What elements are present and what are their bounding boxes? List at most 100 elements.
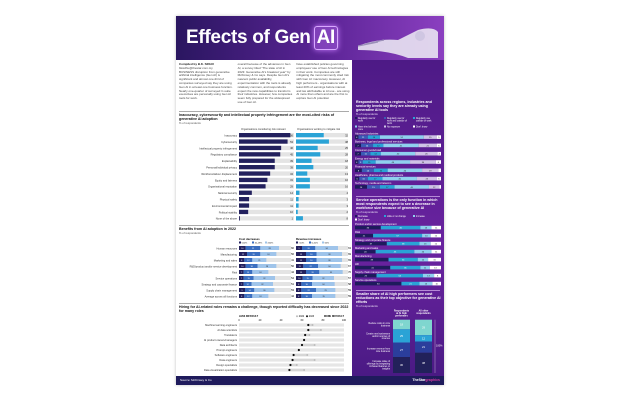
bar-segment-value: 30 [422, 162, 425, 164]
row-label: Risk [355, 230, 361, 234]
bar-segment-value: 6 [438, 162, 440, 164]
risk-value-adopters: 31 [290, 178, 293, 182]
bar-segment [367, 135, 380, 139]
cost-segment [239, 294, 245, 298]
benefits-heading: Benefits from AI adoption in 2022% of re… [179, 227, 349, 235]
risk-label: Inaccuracy [224, 134, 237, 138]
bar-segment-value: 11 [365, 154, 368, 156]
cost-segment-value: 32 [263, 278, 266, 280]
risk-value-adopters: 14 [290, 191, 293, 195]
bar-segment [358, 135, 368, 139]
bar-segment-value: 10 [362, 179, 365, 181]
intro-text: Compiled by B.K. SIDHU bksidhu@thestar.co… [179, 62, 351, 111]
risk-bar-adopters [239, 184, 266, 189]
bar-segment [437, 151, 441, 156]
bar-segment [355, 241, 387, 246]
marker-2022 [306, 354, 309, 356]
revenue-segment [296, 276, 303, 280]
risk-track [296, 216, 348, 221]
revenue-segment-value: 16 [306, 284, 309, 286]
risk-label: Cybersecurity [221, 140, 238, 144]
risk-label: Personal/individual privacy [206, 166, 237, 170]
bar-segment-value: 17 [386, 187, 389, 189]
benefit-label: Strategy and corporate finance [202, 282, 238, 286]
cost-segment [239, 270, 244, 274]
cost-total: 60 [291, 246, 294, 250]
footer-bar: Source: McKinsey & Co TheStargraphics [176, 376, 444, 385]
legend-2023-marker [306, 315, 308, 318]
intro-column-2: overall because of the advances in Gen A… [237, 62, 293, 104]
bar-segment [420, 265, 430, 270]
rev-legend-label: 6-10% [312, 242, 318, 244]
role-label: AI data scientists [217, 328, 237, 332]
risk-track [296, 158, 348, 163]
risk-label: Organisational reputation [208, 185, 238, 189]
revenue-total: 63 [348, 246, 351, 250]
risk-track [296, 165, 348, 170]
revenue-segment [303, 264, 318, 268]
risk-value-adopters: 11 [290, 197, 293, 201]
marker-2023 [300, 343, 304, 347]
bar-segment-value: 12 [377, 145, 380, 147]
cost-total: 44 [291, 294, 294, 298]
revenue-segment [296, 288, 302, 292]
role-track [239, 353, 344, 357]
bar-segment-value: 15 [368, 162, 371, 164]
cost-segment [239, 276, 244, 280]
objective-label: Increase value of offerings by integratin… [367, 360, 391, 370]
risk-bar-mitigate [296, 190, 300, 195]
bar-segment [367, 185, 380, 189]
byline-email[interactable]: bksidhu@thestar.com.my [179, 65, 213, 70]
bar-segment [383, 143, 419, 148]
other-segment [415, 341, 432, 353]
risk-value-mitigate: 20 [345, 165, 348, 169]
less-difficult-label: LESS DIFFICULT [239, 315, 259, 318]
marker-2023 [307, 323, 310, 327]
marker-2023 [291, 358, 294, 362]
hiring-chart: LESS DIFFICULT MORE DIFFICULT 2022 2023 0 20 4… [204, 315, 347, 372]
risk-label: Environmental impact [212, 204, 237, 208]
bar-segment-value: 13 [424, 244, 427, 246]
marker-2023 [307, 328, 310, 332]
revenue-total: 69 [348, 252, 351, 256]
cost-legend-label: ≥20% [268, 241, 274, 244]
role-label: AI product owners/managers [204, 338, 238, 342]
source-note: Source: McKinsey & Co [180, 378, 212, 382]
revenue-total: 69 [348, 258, 351, 262]
bar-segment-value: 12 [422, 260, 425, 262]
marker-2023 [289, 363, 292, 367]
risk-track [296, 209, 348, 215]
revenue-segment [296, 282, 302, 286]
risk-bar-adopters [239, 152, 281, 157]
bar-segment-value: 30 [367, 228, 370, 230]
role-label: Design specialists [216, 363, 237, 367]
risk-bar-mitigate [296, 197, 299, 202]
bar-segment [355, 168, 362, 173]
revenue-total: 58 [348, 282, 351, 286]
revenue-segment-value: 10 [298, 278, 301, 280]
revenue-total: 59 [348, 294, 351, 298]
legend-swatch [384, 215, 386, 217]
role-track [239, 338, 344, 342]
risk-label: Physical safety [220, 198, 238, 202]
risk-bar-mitigate [296, 165, 314, 170]
infographic-poster: Effects of Gen AI Compiled by B.K. SIDHU b… [176, 16, 444, 385]
risks-heading-text: Inaccuracy, cybersecurity and intellectu… [179, 113, 335, 121]
workforce-chart: Decrease Little or no change Increase Don't… [355, 215, 441, 286]
workforce-unit: % of respondents [356, 210, 378, 214]
risk-value-mitigate: 16 [345, 185, 348, 189]
risk-value-adopters: 34 [290, 172, 293, 176]
hiring-heading-text: Hiring for AI-related roles remains a ch… [179, 305, 349, 313]
bar-segment-value: 5 [438, 137, 440, 139]
cost-total: 56 [291, 264, 294, 268]
bar-segment-value: 11 [362, 137, 365, 139]
cost-segment-value: 8 [241, 260, 243, 262]
column-header: All other respondents [416, 309, 431, 315]
benefit-label: Service operations [216, 276, 238, 280]
bar-segment [430, 233, 441, 238]
revenue-segment-value: 20 [308, 248, 311, 250]
logo-part-a: TheStar [412, 378, 426, 382]
bar-segment-value: 51 [401, 137, 404, 139]
role-label: Data visualization specialists [204, 368, 238, 372]
revenue-segment-value: 29 [325, 290, 328, 292]
